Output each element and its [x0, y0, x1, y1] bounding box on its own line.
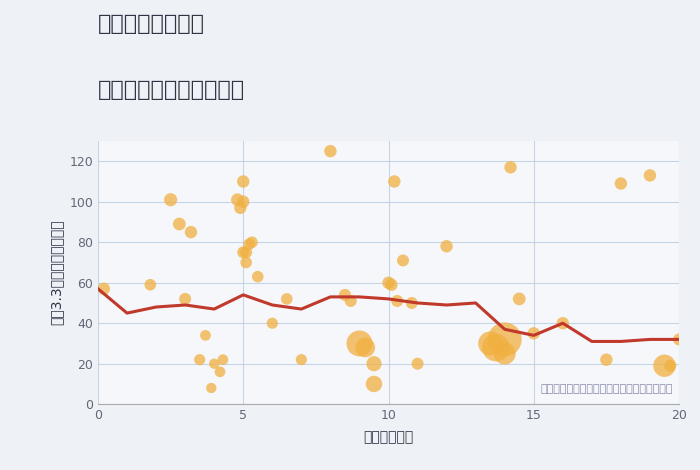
Point — [244, 241, 255, 248]
Point — [200, 332, 211, 339]
Point — [98, 285, 109, 292]
Point — [406, 299, 417, 307]
Point — [389, 178, 400, 185]
Point — [391, 297, 402, 305]
Point — [145, 281, 156, 289]
Point — [499, 336, 510, 343]
Point — [340, 291, 351, 298]
Point — [484, 340, 496, 347]
Point — [557, 320, 568, 327]
Point — [246, 238, 258, 246]
Point — [368, 380, 379, 388]
Point — [180, 295, 191, 303]
Point — [665, 362, 676, 369]
Point — [206, 384, 217, 392]
Point — [383, 279, 394, 287]
Point — [412, 360, 423, 368]
Point — [237, 198, 249, 205]
Point — [659, 362, 670, 369]
Point — [241, 258, 252, 266]
Point — [296, 356, 307, 363]
Text: 駅距離別中古戸建て価格: 駅距離別中古戸建て価格 — [98, 80, 245, 100]
Point — [217, 356, 228, 363]
Point — [491, 344, 502, 351]
Point — [194, 356, 205, 363]
Point — [165, 196, 176, 204]
Point — [325, 148, 336, 155]
Point — [360, 344, 371, 351]
Point — [267, 320, 278, 327]
Point — [386, 281, 397, 289]
Point — [345, 297, 356, 305]
Point — [398, 257, 409, 264]
Point — [174, 220, 185, 228]
Point — [232, 196, 243, 204]
Point — [241, 249, 252, 256]
Point — [237, 178, 249, 185]
Text: 円の大きさは、取引のあった物件面積を示す: 円の大きさは、取引のあった物件面積を示す — [540, 384, 673, 394]
Point — [234, 204, 246, 212]
Text: 兵庫県仁豊野駅の: 兵庫県仁豊野駅の — [98, 14, 205, 34]
Point — [209, 360, 220, 368]
Point — [673, 336, 685, 343]
Point — [499, 350, 510, 357]
Point — [186, 228, 197, 236]
Point — [514, 295, 525, 303]
Point — [368, 360, 379, 368]
Y-axis label: 坪（3.3㎡）単価（万円）: 坪（3.3㎡）単価（万円） — [50, 220, 64, 325]
Point — [645, 172, 656, 179]
Point — [528, 329, 539, 337]
Point — [252, 273, 263, 281]
Point — [505, 164, 516, 171]
X-axis label: 駅距離（分）: 駅距離（分） — [363, 431, 414, 445]
Point — [281, 295, 293, 303]
Point — [615, 180, 626, 187]
Point — [441, 243, 452, 250]
Point — [214, 368, 225, 376]
Point — [237, 249, 249, 256]
Point — [601, 356, 612, 363]
Point — [354, 340, 365, 347]
